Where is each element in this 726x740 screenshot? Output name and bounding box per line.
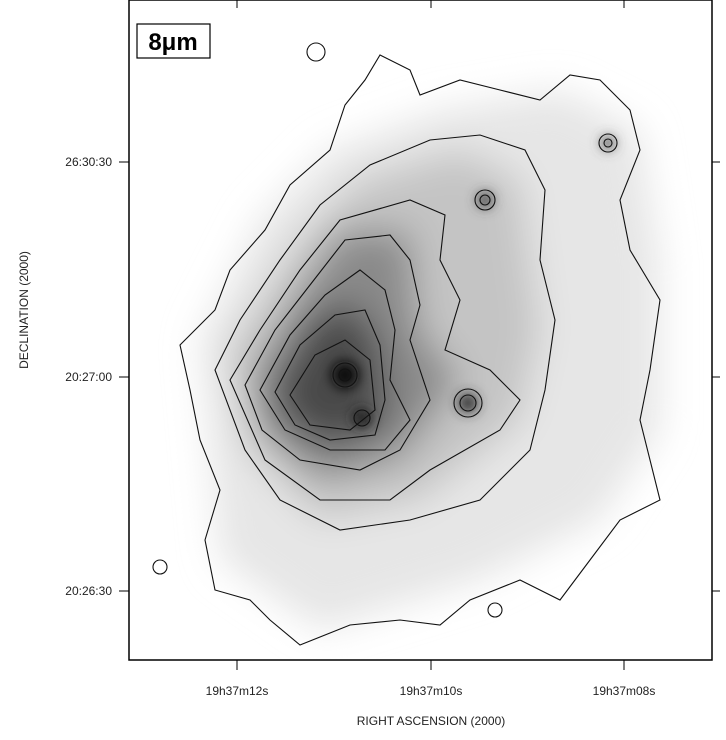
- x-tick-label: 19h37m10s: [400, 684, 463, 698]
- x-tick-label: 19h37m08s: [593, 684, 656, 698]
- y-tick-label: 26:30:30: [65, 155, 112, 169]
- panel-label: 8μm: [148, 29, 197, 56]
- x-tick-label: 19h37m12s: [206, 684, 269, 698]
- y-axis-label: DECLINATION (2000): [17, 251, 31, 369]
- y-tick-label: 20:26:30: [65, 584, 112, 598]
- ticks: [119, 0, 720, 670]
- y-tick-label: 20:27:00: [65, 370, 112, 384]
- x-axis-label: RIGHT ASCENSION (2000): [357, 714, 506, 728]
- frame: [128, 0, 713, 661]
- image: [129, 0, 712, 660]
- panel-label-box: [136, 23, 211, 59]
- contours: [152, 42, 661, 646]
